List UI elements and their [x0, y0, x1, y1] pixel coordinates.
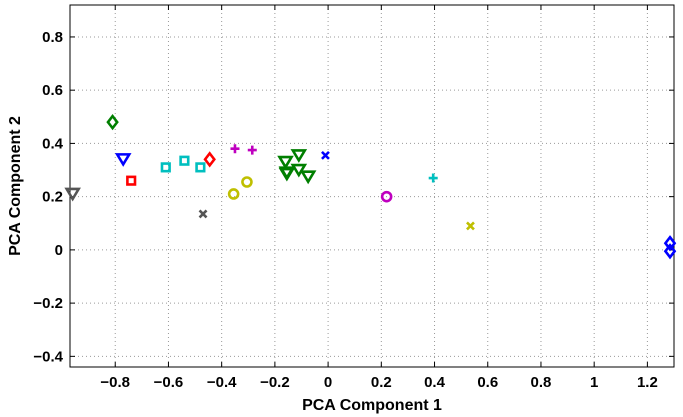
diamond-marker: [203, 151, 216, 168]
triangle-down-marker: [278, 167, 296, 182]
x-tick-label: −0.2: [260, 374, 290, 391]
x-tick-label: 0.8: [531, 374, 552, 391]
y-tick-label: 0.4: [42, 135, 64, 152]
x-tick-label: −0.4: [207, 374, 237, 391]
circle-marker: [241, 176, 253, 188]
y-axis-title: PCA Component 2: [7, 116, 24, 256]
triangle-down-marker: [290, 149, 308, 163]
y-tick-label: −0.4: [33, 348, 63, 365]
x-tick-label: −0.6: [154, 374, 184, 391]
plus-marker: [247, 145, 257, 155]
triangle-down-marker: [290, 163, 308, 178]
triangle-down-marker: [64, 187, 81, 202]
y-tick-label: 0: [55, 242, 63, 259]
x-marker: [198, 209, 208, 219]
y-tick-label: −0.2: [33, 295, 63, 312]
x-tick-label: −0.8: [100, 374, 130, 391]
diamond-marker: [106, 113, 119, 131]
x-tick-label: 0: [324, 374, 332, 391]
x-tick-label: 1: [590, 374, 598, 391]
y-tick-label: 0.8: [42, 29, 63, 46]
plus-marker: [230, 144, 240, 154]
square-marker: [126, 175, 137, 186]
y-tick-label: 0.2: [42, 189, 63, 206]
circle-marker: [380, 190, 393, 203]
x-tick-label: 0.4: [424, 374, 446, 391]
y-tick-labels: −0.4 −0.2 0 0.2 0.4 0.6 0.8: [33, 29, 63, 365]
plus-marker: [428, 173, 438, 183]
square-marker: [160, 162, 171, 173]
data-points: [64, 113, 677, 260]
y-tick-label: 0.6: [42, 82, 63, 99]
grid-lines: [70, 5, 674, 367]
x-tick-label: 0.6: [477, 374, 498, 391]
plot-frame: [69, 4, 675, 368]
diamond-marker: [663, 243, 677, 260]
circle-marker: [227, 188, 240, 200]
triangle-down-marker: [277, 155, 294, 170]
x-tick-label: 0.2: [371, 374, 392, 391]
square-marker: [179, 155, 190, 166]
x-tick-labels: −0.8 −0.6 −0.4 −0.2 0 0.2 0.4 0.6 0.8 1 1.2: [100, 374, 657, 391]
triangle-down-marker: [299, 170, 317, 185]
x-marker: [321, 150, 330, 160]
x-axis-title: PCA Component 1: [302, 397, 442, 414]
x-marker: [466, 221, 475, 231]
triangle-down-marker: [114, 153, 132, 167]
square-marker: [195, 162, 206, 173]
diamond-marker: [663, 235, 677, 252]
x-tick-label: 1.2: [637, 374, 658, 391]
